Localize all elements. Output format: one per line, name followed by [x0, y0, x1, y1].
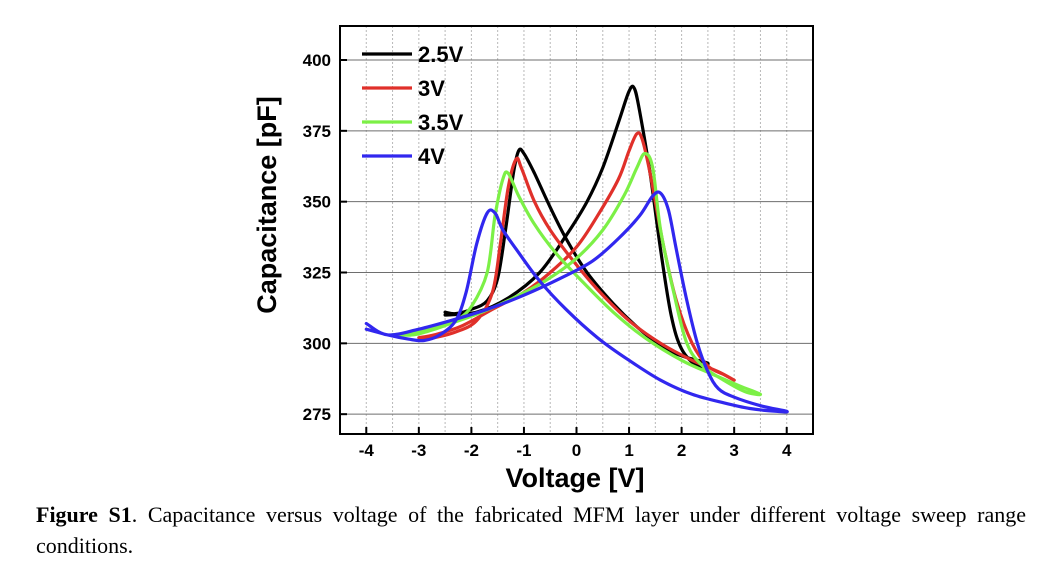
series-curves	[364, 84, 789, 414]
y-tick-label: 400	[303, 51, 331, 70]
cv-chart: -4 -3 -2 -1 0 1 2 3 4 275 300 325 350 375 400 2.5V 3V 3.…	[252, 25, 814, 493]
y-axis-title: Capacitance [pF]	[252, 96, 282, 314]
x-tick-label: -1	[516, 441, 531, 460]
x-tick-label: -3	[411, 441, 426, 460]
legend-label: 3.5V	[418, 110, 464, 135]
x-tick-label: 2	[677, 441, 686, 460]
y-tick-label: 350	[303, 193, 331, 212]
x-tick-label: -2	[464, 441, 479, 460]
x-axis-title: Voltage [V]	[505, 463, 644, 493]
caption-label: Figure S1	[36, 502, 132, 527]
x-tick-label: 0	[572, 441, 581, 460]
series-4v-curve	[364, 190, 789, 414]
y-tick-label: 375	[303, 122, 331, 141]
legend-label: 4V	[418, 144, 445, 169]
y-tick-label: 275	[303, 405, 331, 424]
legend-label: 3V	[418, 76, 445, 101]
figure-caption: Figure S1. Capacitance versus voltage of…	[36, 499, 1026, 561]
legend-label: 2.5V	[418, 42, 464, 67]
x-tick-label: -4	[359, 441, 375, 460]
x-tick-label: 3	[729, 441, 738, 460]
legend: 2.5V 3V 3.5V 4V	[362, 42, 464, 169]
series-3v-curve	[417, 131, 736, 382]
x-tick-label: 1	[624, 441, 633, 460]
axis-ticks: -4 -3 -2 -1 0 1 2 3 4 275 300 325 350 375 400	[303, 51, 792, 460]
y-tick-label: 325	[303, 264, 331, 283]
caption-text: . Capacitance versus voltage of the fabr…	[36, 502, 1027, 558]
x-tick-label: 4	[782, 441, 792, 460]
y-tick-label: 300	[303, 334, 331, 353]
